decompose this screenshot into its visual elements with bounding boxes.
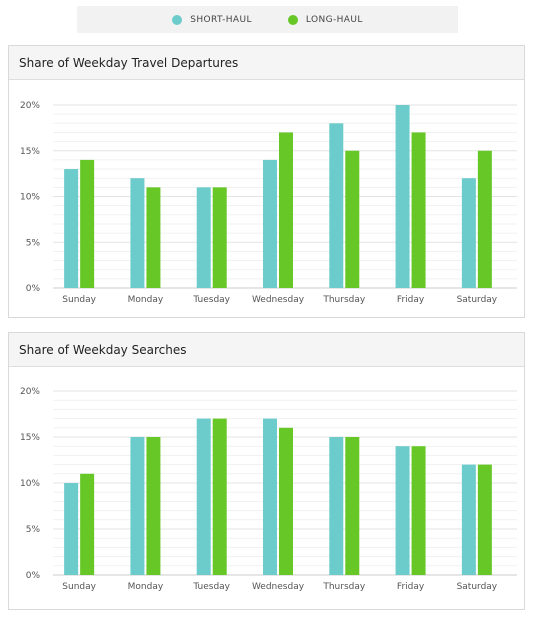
x-tick-label-thursday: Thursday	[322, 582, 366, 592]
long-haul-swatch	[287, 14, 298, 25]
bar-short-haul-thursday[interactable]	[329, 437, 344, 575]
bar-long-haul-tuesday[interactable]	[212, 187, 227, 288]
y-tick-label: 10%	[20, 193, 40, 203]
bar-long-haul-thursday[interactable]	[345, 150, 360, 288]
x-tick-label-monday: Monday	[128, 582, 164, 592]
x-tick-label-tuesday: Tuesday	[192, 295, 230, 305]
x-tick-label-friday: Friday	[397, 582, 425, 592]
bar-short-haul-saturday[interactable]	[461, 464, 476, 575]
x-tick-label-tuesday: Tuesday	[192, 582, 230, 592]
x-tick-label-saturday: Saturday	[457, 295, 498, 305]
x-tick-label-sunday: Sunday	[62, 295, 96, 305]
bar-short-haul-monday[interactable]	[130, 178, 145, 288]
y-tick-label: 15%	[20, 433, 40, 443]
y-tick-label: 5%	[26, 525, 41, 535]
bar-long-haul-saturday[interactable]	[477, 464, 492, 575]
bar-short-haul-monday[interactable]	[130, 437, 145, 575]
bar-long-haul-sunday[interactable]	[80, 473, 95, 575]
bar-short-haul-thursday[interactable]	[329, 123, 344, 288]
x-tick-label-wednesday: Wednesday	[252, 582, 305, 592]
x-tick-label-thursday: Thursday	[322, 295, 366, 305]
bar-long-haul-monday[interactable]	[146, 437, 161, 575]
y-tick-label: 20%	[20, 387, 40, 397]
legend-label-short-haul: SHORT-HAUL	[190, 14, 252, 25]
x-tick-label-sunday: Sunday	[62, 582, 96, 592]
bar-long-haul-friday[interactable]	[411, 132, 426, 288]
y-tick-label: 10%	[20, 479, 40, 489]
x-tick-label-saturday: Saturday	[457, 582, 498, 592]
x-tick-label-monday: Monday	[128, 295, 164, 305]
departures-chart-title: Share of Weekday Travel Departures	[9, 46, 524, 80]
legend-label-long-haul: LONG-HAUL	[305, 14, 363, 25]
legend-item-short-haul[interactable]: SHORT-HAUL	[172, 14, 252, 25]
y-tick-label: 0%	[26, 284, 41, 294]
bar-short-haul-wednesday[interactable]	[263, 418, 277, 575]
bar-long-haul-sunday[interactable]	[80, 159, 95, 288]
bar-short-haul-tuesday[interactable]	[196, 418, 211, 575]
y-tick-label: 15%	[20, 147, 40, 157]
bar-long-haul-wednesday[interactable]	[279, 132, 293, 288]
x-tick-label-friday: Friday	[397, 295, 425, 305]
searches-bar-chart: 0% 5% 10% 15% 20% Sunday Monday Tuesday Wednesda…	[20, 387, 517, 592]
bar-long-haul-wednesday[interactable]	[279, 427, 293, 575]
departures-bar-chart: 0% 5% 10% 15% 20% Sunday Monday Tuesday Wednesda…	[20, 101, 517, 305]
searches-chart-title: Share of Weekday Searches	[9, 333, 524, 367]
bar-long-haul-saturday[interactable]	[477, 150, 492, 288]
searches-chart-panel: Share of Weekday Searches 0% 5% 10% 15% 20% S…	[8, 332, 525, 610]
bar-short-haul-friday[interactable]	[395, 446, 410, 575]
bar-short-haul-tuesday[interactable]	[196, 187, 211, 288]
bar-long-haul-tuesday[interactable]	[212, 418, 227, 575]
legend-item-long-haul[interactable]: LONG-HAUL	[287, 14, 363, 25]
bar-short-haul-sunday[interactable]	[64, 169, 79, 288]
short-haul-swatch	[172, 14, 183, 25]
bar-long-haul-monday[interactable]	[146, 187, 161, 288]
bar-short-haul-sunday[interactable]	[64, 483, 79, 575]
y-tick-label: 20%	[20, 101, 40, 111]
bar-long-haul-friday[interactable]	[411, 446, 426, 575]
y-tick-label: 5%	[26, 238, 41, 248]
departures-chart-panel: Share of Weekday Travel Departures 0% 5% 1…	[8, 45, 525, 318]
y-tick-label: 0%	[26, 571, 41, 581]
bar-long-haul-thursday[interactable]	[345, 437, 360, 575]
bar-short-haul-saturday[interactable]	[461, 178, 476, 288]
chart-legend: SHORT-HAUL LONG-HAUL	[77, 6, 458, 33]
bar-short-haul-wednesday[interactable]	[263, 159, 277, 288]
x-tick-label-wednesday: Wednesday	[252, 295, 305, 305]
bar-short-haul-friday[interactable]	[395, 105, 410, 288]
